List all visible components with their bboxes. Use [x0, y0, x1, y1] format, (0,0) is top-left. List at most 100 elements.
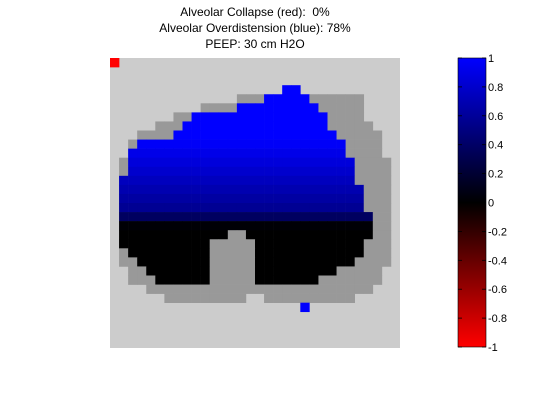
heatmap-cell-thorax	[182, 284, 192, 294]
heatmap-cell-lung	[255, 103, 265, 113]
heatmap-cell-lung	[119, 184, 129, 195]
heatmap-cell-lung	[309, 103, 319, 113]
heatmap-cell-lung	[336, 148, 346, 158]
heatmap-cell-lung	[264, 157, 274, 168]
heatmap-cell-thorax	[336, 94, 346, 104]
heatmap-cell-lung	[236, 221, 247, 231]
heatmap-cell-thorax	[227, 266, 238, 276]
heatmap-cell-lung	[273, 175, 283, 186]
heatmap-cell-thorax	[255, 284, 265, 294]
heatmap-cell-thorax	[245, 239, 256, 249]
heatmap-cell-lung	[164, 257, 174, 267]
heatmap-cell-thorax	[245, 275, 256, 285]
heatmap-cell-thorax	[236, 239, 247, 249]
heatmap-cell-lung	[155, 157, 165, 168]
heatmap-cell-lung	[209, 130, 220, 140]
heatmap-cell-lung	[236, 157, 247, 168]
heatmap-cell-lung	[209, 221, 220, 231]
heatmap-cell-lung	[309, 121, 319, 131]
heatmap-cell-lung	[318, 221, 328, 231]
heatmap-cell-thorax	[381, 193, 392, 204]
heatmap-cell-thorax	[164, 293, 174, 303]
heatmap-cell-lung	[354, 230, 365, 240]
heatmap-cell-thorax	[245, 248, 256, 258]
heatmap-cell-lung	[291, 139, 301, 149]
heatmap-cell-thorax	[354, 166, 365, 177]
heatmap-cell-lung	[137, 148, 147, 158]
heatmap-cell-lung	[245, 130, 256, 140]
heatmap-cell-lung	[173, 212, 183, 222]
heatmap-cell-lung	[345, 248, 355, 258]
heatmap-cell-lung	[300, 166, 310, 177]
heatmap-cell-thorax	[372, 212, 383, 222]
heatmap-cell-thorax	[218, 266, 229, 276]
heatmap-cell-thorax	[236, 257, 247, 267]
heatmap-cell-lung	[336, 175, 346, 186]
heatmap-cell-lung	[191, 184, 201, 195]
heatmap-cell-thorax	[345, 284, 355, 294]
heatmap-cell-lung	[173, 193, 183, 204]
heatmap-cell-thorax	[227, 275, 238, 285]
heatmap-cell-lung	[282, 139, 292, 149]
heatmap-cell-lung	[345, 221, 355, 231]
heatmap-cell-thorax	[128, 257, 138, 267]
heatmap-cell-lung	[327, 175, 337, 186]
heatmap-cell-lung	[218, 230, 229, 240]
heatmap-cell-lung	[119, 239, 129, 249]
heatmap-cell-lung	[128, 166, 138, 177]
heatmap-cell-lung	[264, 248, 274, 258]
heatmap-cell-lung	[209, 166, 220, 177]
heatmap-cell-lung	[273, 103, 283, 113]
heatmap-cell-lung	[146, 257, 156, 267]
heatmap-cell-thorax	[327, 284, 337, 294]
heatmap-cell-lung	[255, 148, 265, 158]
heatmap-cell-lung	[255, 239, 265, 249]
heatmap-cell-lung	[291, 130, 301, 140]
heatmap-cell-thorax	[227, 248, 238, 258]
heatmap-cell-lung	[273, 157, 283, 168]
heatmap-cell-lung	[191, 275, 201, 285]
heatmap-cell-thorax	[291, 284, 301, 294]
heatmap-cell-lung	[264, 130, 274, 140]
heatmap-cell-lung	[327, 239, 337, 249]
heatmap-cell-thorax	[372, 203, 383, 213]
heatmap-cell-thorax	[372, 148, 383, 158]
heatmap-cell-thorax	[336, 275, 346, 285]
heatmap-cell-thorax	[164, 130, 174, 140]
heatmap-cell-thorax	[245, 257, 256, 267]
heatmap-cell-thorax	[363, 157, 374, 168]
heatmap-cell-lung	[200, 130, 210, 140]
heatmap-cell-thorax	[200, 284, 210, 294]
heatmap-cell-thorax	[146, 130, 156, 140]
heatmap-cell-lung	[191, 148, 201, 158]
heatmap-cell-lung	[200, 184, 210, 195]
heatmap-cell-lung	[273, 230, 283, 240]
heatmap-cell-lung	[209, 112, 220, 122]
heatmap-cell-lung	[318, 130, 328, 140]
heatmap-cell-lung	[336, 139, 346, 149]
heatmap-cell-lung	[291, 275, 301, 285]
heatmap-cell-thorax	[372, 166, 383, 177]
heatmap-cell-thorax	[300, 293, 310, 303]
heatmap-cell-thorax	[155, 130, 165, 140]
heatmap-cell-thorax	[146, 275, 156, 285]
heatmap-cell-lung	[227, 130, 238, 140]
heatmap-cell-lung	[182, 193, 192, 204]
heatmap-cell-lung	[309, 184, 319, 195]
heatmap-cell-thorax	[200, 103, 210, 113]
heatmap-cell-lung	[200, 166, 210, 177]
heatmap-cell-lung	[300, 175, 310, 186]
heatmap-cell-lung	[155, 203, 165, 213]
heatmap-cell-lung	[245, 175, 256, 186]
heatmap-cell-thorax	[354, 121, 365, 131]
heatmap-cell-lung	[336, 257, 346, 267]
heatmap-cell-lung	[182, 175, 192, 186]
heatmap-cell-lung	[173, 239, 183, 249]
heatmap-cell-lung	[200, 157, 210, 168]
heatmap-cell-thorax	[236, 94, 247, 104]
heatmap-cell-lung	[155, 148, 165, 158]
heatmap-cell-lung	[255, 221, 265, 231]
heatmap-cell-lung	[273, 148, 283, 158]
heatmap-cell-lung	[119, 175, 129, 186]
heatmap-cell-lung	[227, 212, 238, 222]
